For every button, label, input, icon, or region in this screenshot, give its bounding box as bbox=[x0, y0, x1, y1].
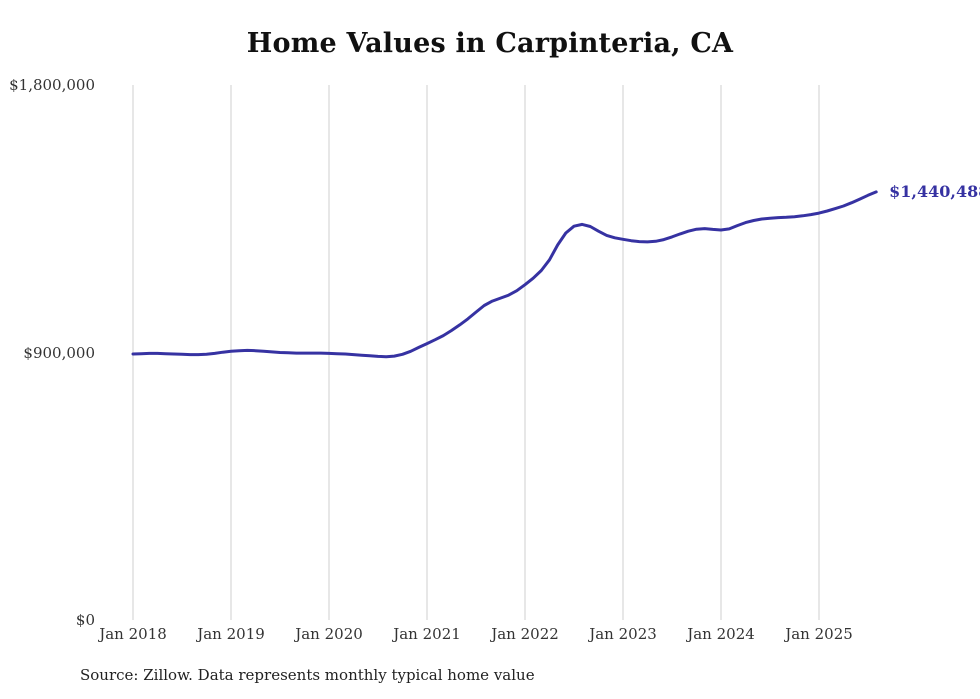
x-axis-tick-label: Jan 2025 bbox=[785, 625, 853, 643]
end-value-label: $1,440,488 bbox=[889, 181, 980, 201]
value-line bbox=[131, 190, 878, 359]
y-axis-tick-label: $0 bbox=[75, 611, 95, 629]
x-axis-tick-label: Jan 2019 bbox=[197, 625, 265, 643]
x-axis-tick-label: Jan 2022 bbox=[491, 625, 559, 643]
x-axis-tick-label: Jan 2018 bbox=[99, 625, 167, 643]
x-axis-tick-label: Jan 2020 bbox=[295, 625, 363, 643]
y-axis-tick-label: $1,800,000 bbox=[9, 76, 95, 94]
y-axis-tick-label: $900,000 bbox=[23, 343, 95, 362]
chart-title: Home Values in Carpinteria, CA bbox=[246, 28, 734, 59]
x-axis-tick-label: Jan 2023 bbox=[589, 625, 657, 643]
source-note: Source: Zillow. Data represents monthly … bbox=[80, 666, 535, 684]
x-axis-tick-label: Jan 2021 bbox=[393, 625, 461, 643]
x-axis-tick-label: Jan 2024 bbox=[687, 625, 755, 643]
